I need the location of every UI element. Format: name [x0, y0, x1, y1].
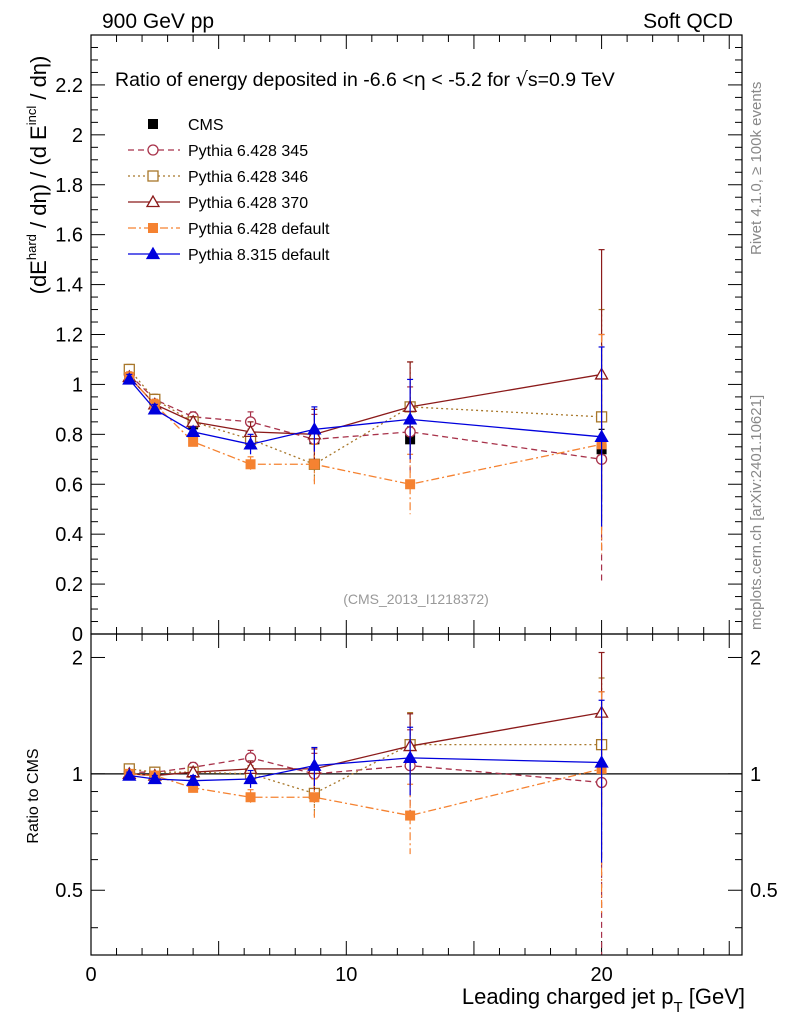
data-point: [405, 479, 416, 490]
legend-marker: [147, 144, 159, 156]
legend-marker: [147, 170, 159, 182]
y-tick-label: 2.2: [55, 75, 83, 97]
y-tick-label-right: 0.5: [750, 880, 778, 902]
data-point: [147, 402, 162, 415]
legend-marker: [148, 119, 158, 129]
y-tick-label: 0.2: [55, 574, 83, 596]
y-tick-label-right: 1: [750, 764, 761, 786]
series-pythia-6-428-345: [123, 691, 608, 955]
data-point: [245, 792, 256, 803]
legend-label: Pythia 6.428 default: [188, 221, 330, 238]
legend-label: Pythia 8.315 default: [188, 247, 330, 264]
rivet-version-label: Rivet 4.1.0, ≥ 100k events: [748, 82, 765, 255]
legend: CMS Pythia 6.428 345 Pythia 6.428 346 Pythi…: [128, 117, 330, 264]
y-tick-label: 1.6: [55, 225, 83, 247]
series-pythia-6-428-default: [124, 691, 607, 916]
y-tick-label: 1: [72, 764, 83, 786]
y-tick-label: 2: [72, 647, 83, 669]
legend-entry: Pythia 6.428 370: [128, 194, 308, 212]
y-tick-label: 0.5: [55, 880, 83, 902]
x-axis-label: Leading charged jet pT [GeV]: [462, 984, 745, 1016]
y-tick-label: 0.4: [55, 524, 83, 546]
data-point: [188, 782, 199, 793]
legend-label: CMS: [188, 117, 224, 134]
series-pythia-8-315-default: [122, 699, 609, 863]
legend-marker: [145, 194, 161, 208]
data-point: [309, 792, 320, 803]
data-point: [185, 773, 201, 786]
data-point: [185, 424, 201, 437]
series-pythia-6-428-345: [123, 333, 608, 585]
data-point: [309, 459, 320, 470]
legend-entry: Pythia 8.315 default: [128, 246, 330, 264]
main-panel: 0 0.2 0.4 0.6 0.8 1 1.2 1.4 1.6 1.8 2 2.2: [55, 34, 743, 646]
y-tick-label: 2: [72, 125, 83, 147]
svg-text:(dEhard / dη) / (d Eincl / dη): (dEhard / dη) / (d Eincl / dη): [24, 56, 51, 295]
ratio-panel: 0.5 0.51 12 20 10 20: [55, 633, 778, 986]
y-tick-label: 1: [72, 374, 83, 396]
data-point: [402, 750, 418, 764]
data-point: [243, 437, 258, 450]
data-point: [243, 771, 258, 785]
series-line: [128, 379, 602, 445]
y-tick-label: 1.2: [55, 325, 83, 347]
y-tick-label: 0.6: [55, 474, 83, 496]
data-point: [405, 810, 416, 821]
series-line: [128, 373, 602, 460]
y-tick-label: 1.4: [55, 275, 83, 297]
data-point: [594, 429, 609, 442]
data-point: [122, 768, 137, 781]
data-point: [122, 372, 137, 385]
legend-entry: Pythia 6.428 default: [128, 221, 330, 238]
main-y-axis-label: (dEhard / dη) / (d Eincl / dη): [24, 56, 51, 295]
x-tick-label: 0: [85, 964, 96, 986]
y-tick-label: 0: [72, 624, 83, 646]
y-tick-label: 1.8: [55, 175, 83, 197]
plot-area: [91, 651, 742, 955]
panel-frame: [90, 633, 743, 956]
data-point: [188, 436, 199, 447]
mcplots-url-label: mcplots.cern.ch [arXiv:2401.10621]: [748, 395, 765, 630]
header-left-label: 900 GeV pp: [102, 10, 214, 33]
x-tick-label: 20: [590, 964, 612, 986]
plot-area: [122, 249, 609, 585]
data-point: [594, 755, 609, 768]
legend-label: Pythia 6.428 345: [188, 143, 308, 160]
legend-label: Pythia 6.428 370: [188, 195, 308, 212]
y-tick-label-right: 2: [750, 647, 761, 669]
data-point: [147, 771, 162, 785]
plot-title: Ratio of energy deposited in -6.6 <η < -…: [115, 68, 615, 91]
legend-entry: Pythia 6.428 345: [128, 143, 308, 160]
ratio-y-axis-label: Ratio to CMS: [25, 748, 42, 843]
analysis-id-label: (CMS_2013_I1218372): [343, 591, 489, 607]
legend-label: Pythia 6.428 346: [188, 169, 308, 186]
y-tick-label: 0.8: [55, 424, 83, 446]
series-pythia-6-428-346: [123, 308, 608, 525]
legend-marker: [148, 223, 158, 233]
series-pythia-6-428-default: [124, 333, 607, 555]
legend-marker: [145, 246, 161, 260]
legend-entry: CMS: [148, 117, 224, 134]
x-tick-label: 10: [335, 964, 357, 986]
data-point: [307, 758, 322, 771]
series-line: [128, 373, 602, 435]
series-pythia-8-315-default: [122, 346, 609, 527]
legend-entry: Pythia 6.428 346: [128, 169, 308, 186]
header-right-label: Soft QCD: [643, 10, 733, 33]
series-pythia-6-428-370: [122, 249, 609, 500]
data-point: [307, 422, 322, 435]
data-point: [245, 459, 256, 470]
data-point: [402, 412, 418, 425]
